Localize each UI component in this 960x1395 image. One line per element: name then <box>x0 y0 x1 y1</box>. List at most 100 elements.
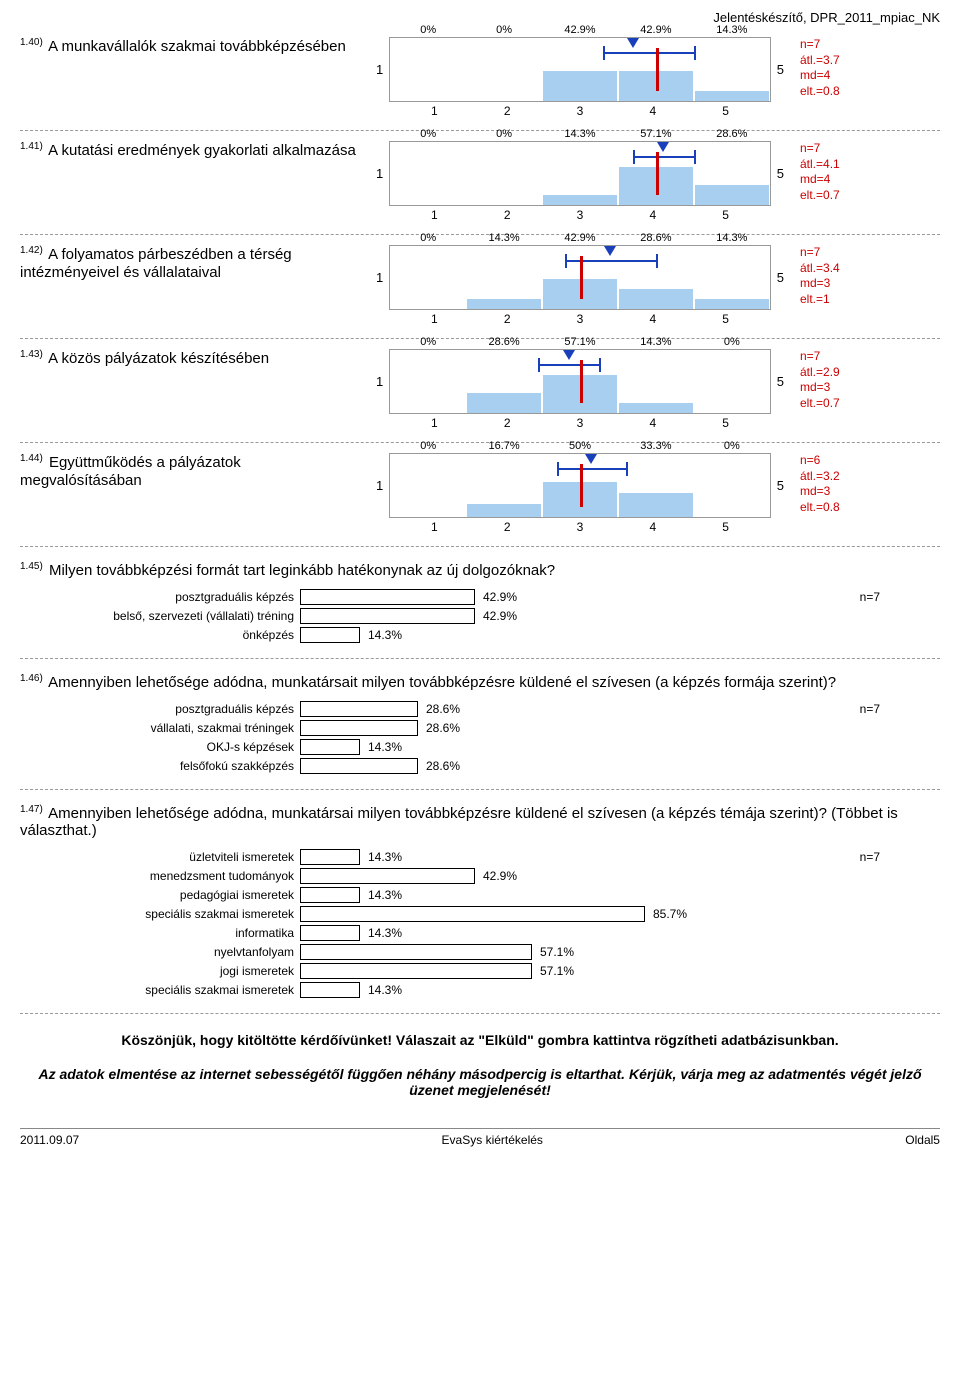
pct-label: 14.3% <box>694 24 770 36</box>
axis-tick: 1 <box>398 416 471 430</box>
axis-tick: 4 <box>616 208 689 222</box>
hbar-pct: 14.3% <box>360 888 402 902</box>
axis-tick: 2 <box>471 312 544 326</box>
hbar-pct: 14.3% <box>360 628 402 642</box>
stat-line: elt.=0.7 <box>800 188 890 204</box>
hbar-n: n=7 <box>860 590 880 604</box>
likert-chart: 0%0%42.9%42.9%14.3% <box>389 37 771 102</box>
footer-warning: Az adatok elmentése az internet sebesség… <box>20 1066 940 1098</box>
hbar-label: menedzsment tudományok <box>20 869 300 883</box>
pct-label: 14.3% <box>466 232 542 244</box>
hbar-label: üzletviteli ismeretek <box>20 850 300 864</box>
mean-marker <box>585 454 597 464</box>
hbar-row: posztgraduális képzés 28.6% n=7 <box>20 701 940 717</box>
hbar-row: OKJ-s képzések 14.3% <box>20 739 940 755</box>
footer-page: Oldal5 <box>905 1133 940 1147</box>
footer-date: 2011.09.07 <box>20 1133 79 1147</box>
scale-right: 5 <box>771 478 790 493</box>
hbar-label: speciális szakmai ismeretek <box>20 907 300 921</box>
likert-question: 1.40) A munkavállalók szakmai továbbképz… <box>20 31 940 131</box>
stat-line: átl.=2.9 <box>800 365 890 381</box>
pct-label: 50% <box>542 440 618 452</box>
ci-line <box>603 52 694 54</box>
scale-left: 1 <box>370 62 389 77</box>
hbar-row: felsőfokú szakképzés 28.6% <box>20 758 940 774</box>
axis-tick: 2 <box>471 104 544 118</box>
hbar-box <box>300 982 360 998</box>
axis-tick: 3 <box>544 416 617 430</box>
hist-bin <box>618 289 694 309</box>
stat-line: n=6 <box>800 453 890 469</box>
hbar-row: üzletviteli ismeretek 14.3% n=7 <box>20 849 940 865</box>
pct-label: 57.1% <box>542 336 618 348</box>
axis: 12345 <box>370 416 790 430</box>
ci-line <box>538 364 599 366</box>
mean-marker <box>627 38 639 48</box>
hbar-pct: 14.3% <box>360 740 402 754</box>
ci-cap <box>599 358 601 372</box>
hist-bin <box>694 91 770 101</box>
ci-cap <box>603 46 605 60</box>
axis-tick: 3 <box>544 104 617 118</box>
ci-line <box>557 468 625 470</box>
axis-tick: 1 <box>398 208 471 222</box>
question-title: 1.45) Milyen továbbképzési formát tart l… <box>20 561 940 579</box>
hbar-label: felsőfokú szakképzés <box>20 759 300 773</box>
axis-tick: 3 <box>544 208 617 222</box>
hbar-row: jogi ismeretek 57.1% <box>20 963 940 979</box>
median-line <box>580 360 583 403</box>
stat-line: md=3 <box>800 276 890 292</box>
stats-block: n=7átl.=2.9md=3elt.=0.7 <box>790 349 890 411</box>
hbar-pct: 14.3% <box>360 850 402 864</box>
stat-line: md=4 <box>800 68 890 84</box>
likert-question: 1.41) A kutatási eredmények gyakorlati a… <box>20 135 940 235</box>
stat-line: md=3 <box>800 380 890 396</box>
hbar-row: belső, szervezeti (vállalati) tréning 42… <box>20 608 940 624</box>
pct-label: 42.9% <box>542 232 618 244</box>
pct-label: 0% <box>390 232 466 244</box>
pct-label: 33.3% <box>618 440 694 452</box>
mean-marker <box>657 142 669 152</box>
ci-cap <box>694 150 696 164</box>
hbar-n: n=7 <box>860 702 880 716</box>
hbar-pct: 57.1% <box>532 964 574 978</box>
pct-label: 28.6% <box>618 232 694 244</box>
axis: 12345 <box>370 208 790 222</box>
stat-line: átl.=3.4 <box>800 261 890 277</box>
stat-line: n=7 <box>800 37 890 53</box>
pct-label: 0% <box>390 336 466 348</box>
page-footer: 2011.09.07 EvaSys kiértékelés Oldal5 <box>20 1128 940 1147</box>
axis-tick: 4 <box>616 312 689 326</box>
axis-tick: 5 <box>689 208 762 222</box>
median-line <box>656 48 659 91</box>
likert-chart: 0%28.6%57.1%14.3%0% <box>389 349 771 414</box>
axis-tick: 2 <box>471 416 544 430</box>
hbar-row: menedzsment tudományok 42.9% <box>20 868 940 884</box>
hbar-box <box>300 925 360 941</box>
ci-cap <box>626 462 628 476</box>
pct-label: 42.9% <box>618 24 694 36</box>
hbar-pct: 28.6% <box>418 721 460 735</box>
hbar-box <box>300 906 645 922</box>
ci-line <box>565 260 656 262</box>
pct-label: 14.3% <box>542 128 618 140</box>
mean-marker <box>563 350 575 360</box>
axis-tick: 4 <box>616 520 689 534</box>
pct-label: 16.7% <box>466 440 542 452</box>
axis-tick: 4 <box>616 416 689 430</box>
hbar-label: posztgraduális képzés <box>20 590 300 604</box>
hbar-row: speciális szakmai ismeretek 85.7% <box>20 906 940 922</box>
hbar-question: 1.46) Amennyiben lehetősége adódna, munk… <box>20 667 940 790</box>
scale-right: 5 <box>771 270 790 285</box>
pct-label: 0% <box>466 24 542 36</box>
stat-line: md=4 <box>800 172 890 188</box>
pct-label: 0% <box>390 440 466 452</box>
stat-line: n=7 <box>800 349 890 365</box>
ci-cap <box>538 358 540 372</box>
stat-line: elt.=0.8 <box>800 84 890 100</box>
scale-left: 1 <box>370 374 389 389</box>
hbar-label: pedagógiai ismeretek <box>20 888 300 902</box>
hbar-label: önképzés <box>20 628 300 642</box>
question-label: 1.42) A folyamatos párbeszédben a térség… <box>20 245 370 282</box>
hbar-box <box>300 849 360 865</box>
